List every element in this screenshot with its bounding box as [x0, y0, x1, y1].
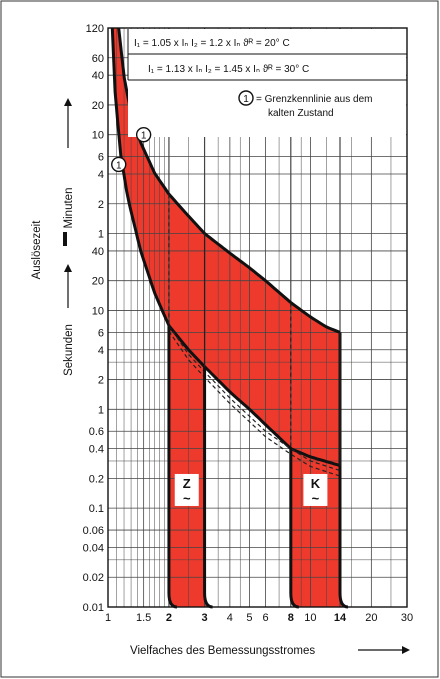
x-tick-label: 1.5 — [136, 612, 151, 624]
band-z-fill — [168, 325, 213, 607]
x-tick-label: 2 — [166, 612, 172, 624]
y-tick-label-seconds: 10 — [92, 305, 104, 317]
y-axis-minutes-label: Minuten — [63, 188, 75, 229]
y-tick-label-seconds: 2 — [98, 375, 104, 387]
y-tick-label-seconds: 0.2 — [89, 473, 104, 485]
curve-marker-label: 1 — [116, 160, 122, 171]
legend-row-2: I₁ = 1.13 x Iₙ I₂ = 1.45 x Iₙ ϑᴿ = 30° C — [148, 64, 309, 75]
y-tick-label-seconds: 0.4 — [89, 444, 104, 456]
band-edge — [167, 325, 178, 609]
x-axis-arrowhead — [402, 646, 410, 654]
y-tick-label-seconds: 6 — [98, 327, 104, 339]
x-tick-label: 5 — [246, 612, 252, 624]
y-tick-label-seconds: 20 — [92, 276, 104, 288]
y-tick-label-minutes: 1 — [98, 229, 104, 241]
band-edge — [338, 465, 349, 609]
band-edge — [289, 448, 299, 609]
y-minutes-arrowhead — [64, 98, 72, 106]
band-tilde: ~ — [183, 491, 191, 506]
y-tick-label-minutes: 20 — [92, 100, 104, 112]
y-axis-label: Auslösezeit — [31, 220, 43, 280]
y-tick-label-minutes: 6 — [98, 152, 104, 164]
y-tick-label-seconds: 40 — [92, 246, 104, 258]
y-tick-label-seconds: 0.6 — [89, 426, 104, 438]
y-tick-label-seconds: 1 — [98, 404, 104, 416]
band-label-bg — [303, 473, 328, 506]
x-tick-label: 4 — [227, 612, 233, 624]
y-tick-label-seconds: 0.02 — [83, 572, 104, 584]
legend-marker-number: 1 — [243, 94, 249, 105]
upper-limit-curve — [117, 27, 341, 334]
x-tick-label: 20 — [365, 612, 377, 624]
y-tick-label-minutes: 60 — [92, 53, 104, 65]
legend-box — [128, 29, 406, 137]
x-tick-label: 3 — [202, 612, 208, 624]
legend-row-1: I₁ = 1.05 x Iₙ I₂ = 1.2 x Iₙ ϑᴿ = 20° C — [134, 38, 290, 49]
plot-frame — [107, 27, 408, 608]
band-label: Z — [183, 476, 191, 491]
characteristic-band-fill — [112, 28, 340, 466]
y-axis-separator — [63, 232, 67, 246]
y-tick-label-minutes: 40 — [92, 70, 104, 82]
x-axis-label: Vielfaches des Bemessungsstromes — [130, 645, 315, 657]
x-tick-label: 14 — [334, 612, 347, 624]
band-label-bg — [174, 473, 199, 506]
legend-marker-note: = Grenzkennlinie aus dem — [256, 94, 372, 105]
cold-state-curve — [168, 325, 341, 472]
band-label: K — [311, 476, 321, 491]
curve-marker — [111, 156, 127, 173]
y-tick-label-seconds: 0.04 — [83, 542, 104, 554]
lower-limit-curve — [110, 27, 341, 467]
y-tick-label-minutes: 2 — [98, 199, 104, 211]
band-tilde: ~ — [312, 491, 320, 506]
legend-marker-note-2: kalten Zustand — [268, 108, 334, 119]
y-tick-label-seconds: 0.06 — [83, 525, 104, 537]
y-tick-label-minutes: 120 — [86, 23, 104, 35]
y-seconds-arrowhead — [64, 264, 72, 272]
x-tick-label: 8 — [288, 612, 294, 624]
y-tick-label-seconds: 4 — [98, 345, 104, 357]
x-tick-label: 30 — [401, 612, 413, 624]
cold-state-curve-2 — [168, 330, 341, 477]
curve-marker-label: 1 — [141, 131, 147, 142]
band-edge — [203, 366, 213, 609]
x-tick-label: 10 — [304, 612, 316, 624]
y-tick-label-minutes: 4 — [98, 169, 104, 181]
x-tick-label: 6 — [262, 612, 268, 624]
legend-marker-circle — [238, 90, 254, 106]
y-tick-label-seconds: 0.1 — [89, 503, 104, 515]
curve-marker — [135, 126, 152, 143]
y-tick-label-minutes: 10 — [92, 130, 104, 142]
x-tick-label: 1 — [105, 612, 111, 624]
y-axis-seconds-label: Sekunden — [63, 324, 75, 376]
y-tick-label-seconds: 0.01 — [83, 602, 104, 614]
